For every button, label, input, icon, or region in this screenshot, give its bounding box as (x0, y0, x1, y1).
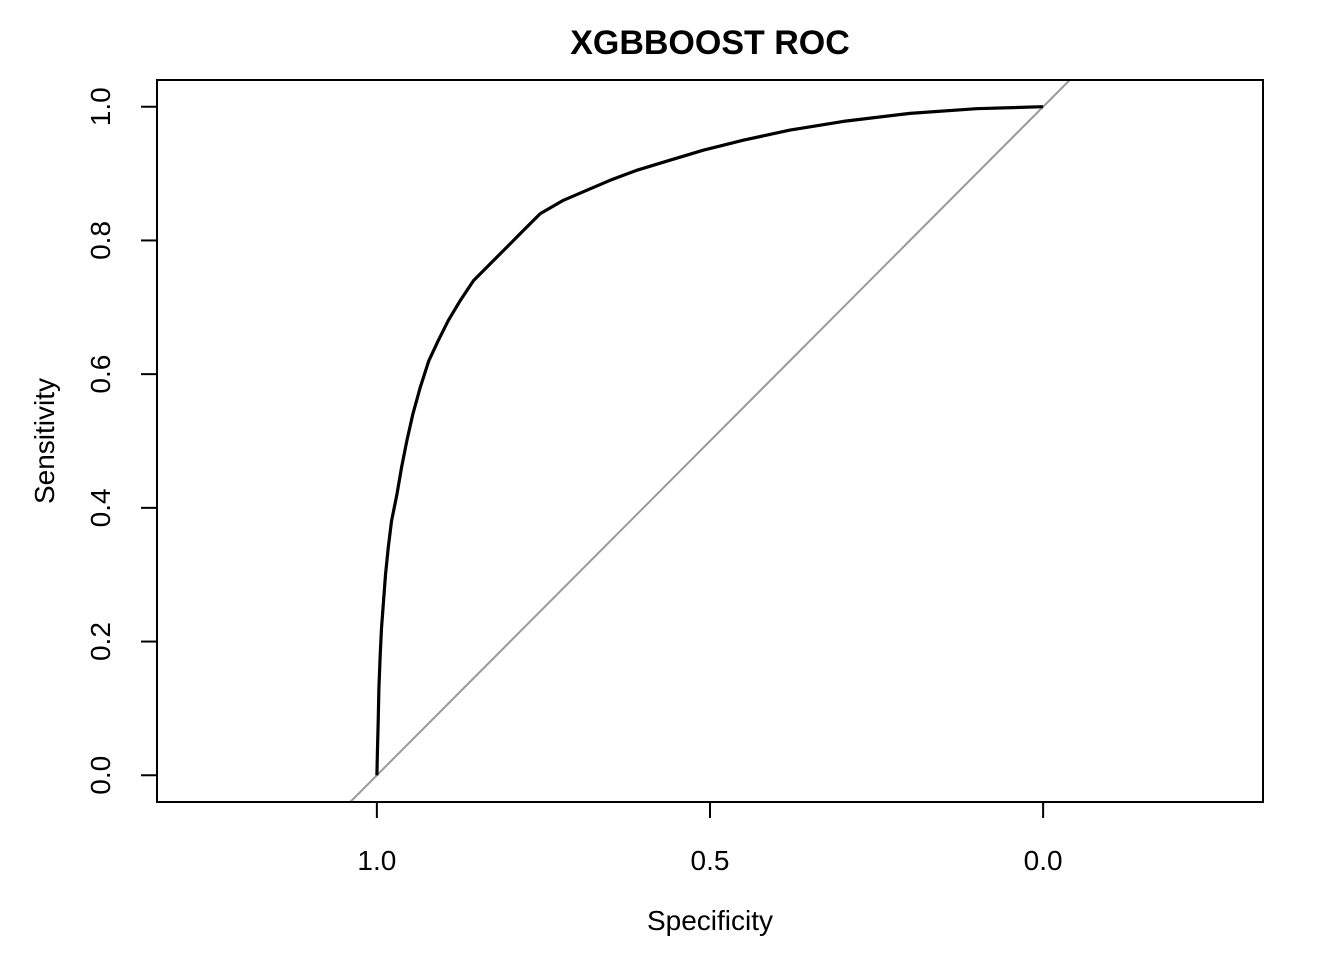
y-tick-label: 1.0 (85, 87, 116, 126)
plot-area (349, 81, 1071, 801)
y-axis-label: Sensitivity (29, 378, 60, 504)
reference-diagonal-line (349, 81, 1071, 801)
y-tick-label: 0.2 (85, 622, 116, 661)
x-axis: 1.0 0.5 0.0 (357, 801, 1063, 876)
x-tick-label: 1.0 (357, 845, 396, 876)
x-axis-label: Specificity (647, 905, 773, 936)
x-tick-label: 0.0 (1024, 845, 1063, 876)
chart-title: XGBBOOST ROC (570, 24, 850, 62)
y-tick-label: 0.0 (85, 756, 116, 795)
roc-curve-line (375, 105, 1044, 776)
y-axis: 0.0 0.2 0.4 0.6 0.8 1.0 (85, 87, 157, 795)
y-tick-label: 0.8 (85, 221, 116, 260)
x-tick-label: 0.5 (691, 845, 730, 876)
y-tick-label: 0.6 (85, 355, 116, 394)
y-tick-label: 0.4 (85, 488, 116, 527)
